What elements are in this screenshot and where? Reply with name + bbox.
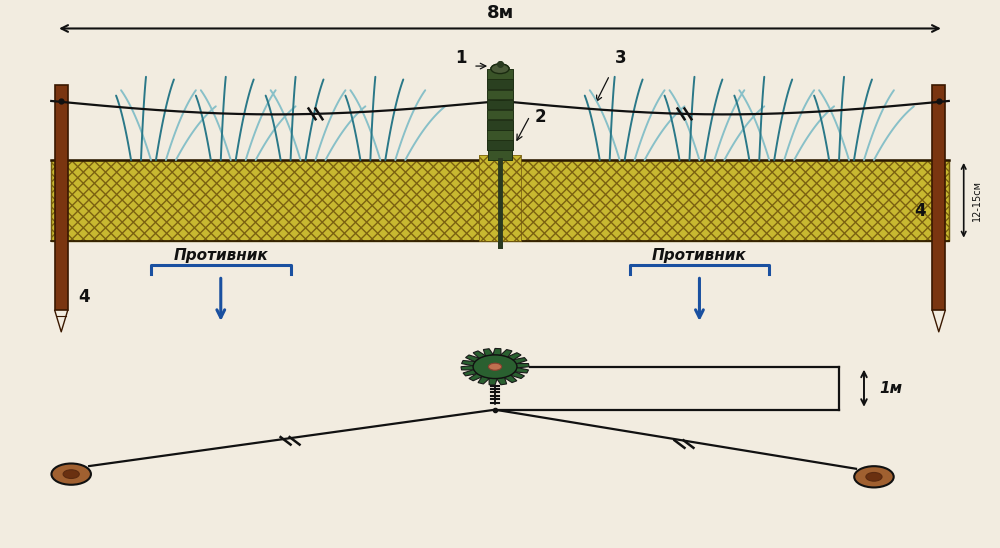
Polygon shape: [515, 368, 529, 373]
Polygon shape: [504, 375, 517, 383]
Bar: [487, 140, 513, 150]
Circle shape: [488, 363, 502, 370]
Text: 12-15см: 12-15см: [972, 180, 982, 221]
Text: Противник: Противник: [173, 248, 268, 262]
Polygon shape: [463, 370, 477, 376]
Bar: [51, 160, 949, 241]
Bar: [487, 69, 513, 79]
Text: 1: 1: [455, 49, 467, 67]
Text: 4: 4: [914, 202, 925, 220]
Bar: [487, 100, 513, 109]
Polygon shape: [489, 378, 497, 385]
Bar: [487, 130, 513, 140]
Bar: [479, 155, 521, 241]
Polygon shape: [478, 376, 490, 384]
Polygon shape: [516, 363, 529, 368]
Text: 2: 2: [535, 109, 547, 127]
Circle shape: [854, 466, 894, 487]
Bar: [487, 130, 513, 140]
Polygon shape: [483, 349, 493, 356]
Bar: [487, 89, 513, 99]
Bar: [932, 85, 945, 310]
Ellipse shape: [491, 64, 509, 73]
Bar: [487, 89, 513, 99]
Bar: [487, 69, 513, 79]
Polygon shape: [469, 373, 483, 381]
Bar: [479, 155, 521, 241]
Bar: [479, 155, 521, 241]
Polygon shape: [461, 366, 474, 370]
Bar: [487, 110, 513, 119]
Text: 3: 3: [615, 49, 626, 67]
Bar: [487, 100, 513, 109]
Circle shape: [63, 470, 79, 478]
Polygon shape: [497, 378, 507, 385]
Text: Противник: Противник: [652, 248, 747, 262]
Polygon shape: [473, 351, 486, 358]
Circle shape: [51, 464, 91, 485]
Polygon shape: [493, 349, 501, 355]
Text: 1м: 1м: [879, 381, 902, 396]
Bar: [487, 79, 513, 89]
Polygon shape: [466, 355, 480, 362]
Bar: [51, 160, 949, 241]
Polygon shape: [510, 372, 524, 379]
Bar: [487, 79, 513, 89]
Polygon shape: [462, 361, 475, 366]
Ellipse shape: [491, 64, 509, 73]
Bar: [51, 160, 949, 241]
Polygon shape: [507, 353, 521, 360]
Polygon shape: [500, 350, 512, 357]
Bar: [487, 120, 513, 129]
Bar: [55, 85, 68, 310]
Bar: [488, 150, 512, 160]
Bar: [488, 150, 512, 160]
Bar: [487, 120, 513, 129]
Circle shape: [473, 355, 517, 379]
Bar: [487, 140, 513, 150]
Text: 8м: 8м: [486, 4, 514, 22]
Polygon shape: [513, 358, 527, 364]
Text: 4: 4: [78, 288, 90, 306]
Bar: [487, 110, 513, 119]
Circle shape: [866, 472, 882, 481]
